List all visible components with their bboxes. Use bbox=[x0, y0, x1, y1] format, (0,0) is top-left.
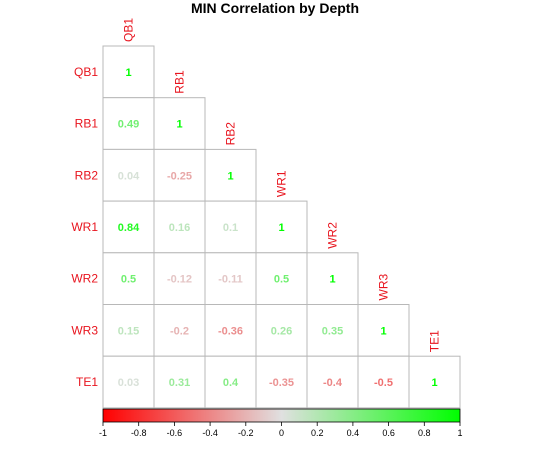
cell-value: 0.16 bbox=[169, 222, 190, 234]
heatmap-cell bbox=[153, 97, 206, 150]
column-label: TE1 bbox=[428, 330, 442, 352]
cell-value: 1 bbox=[125, 67, 131, 79]
heatmap-cell bbox=[204, 304, 257, 357]
color-bar-tick-label: -0.8 bbox=[131, 428, 147, 438]
heatmap-cell bbox=[357, 304, 410, 357]
cell-value: -0.36 bbox=[218, 325, 243, 337]
heatmap-cell bbox=[255, 200, 308, 254]
column-label: RB1 bbox=[173, 70, 187, 94]
cell-value: -0.4 bbox=[323, 377, 343, 389]
cell-value: -0.11 bbox=[218, 274, 242, 286]
cell-value: -0.35 bbox=[269, 377, 294, 389]
cell-value: 0.26 bbox=[271, 325, 292, 337]
cell-value: 0.03 bbox=[118, 377, 139, 389]
cell-value: 0.5 bbox=[274, 274, 289, 286]
color-bar-tick-label: 0.8 bbox=[418, 428, 431, 438]
chart-title: MIN Correlation by Depth bbox=[191, 0, 359, 16]
column-label: WR1 bbox=[275, 170, 289, 197]
heatmap-cell bbox=[408, 355, 461, 409]
heatmap-cell bbox=[204, 148, 257, 202]
heatmap-cell bbox=[102, 97, 155, 150]
color-bar-tick-label: 0 bbox=[279, 428, 284, 438]
cell-value: 0.49 bbox=[118, 119, 139, 131]
heatmap-cell bbox=[102, 45, 155, 99]
cell-value: 0.4 bbox=[223, 377, 239, 389]
heatmap-cell bbox=[306, 304, 359, 357]
heatmap-cell bbox=[153, 304, 206, 357]
color-bar-tick-label: -0.6 bbox=[167, 428, 183, 438]
row-label: WR3 bbox=[71, 323, 98, 337]
row-label: TE1 bbox=[76, 375, 98, 389]
heatmap-cell bbox=[102, 304, 155, 357]
color-bar-tick-label: -0.2 bbox=[238, 428, 254, 438]
column-label: WR2 bbox=[326, 222, 340, 249]
heatmap-cell bbox=[357, 355, 410, 409]
column-label: RB2 bbox=[224, 122, 238, 146]
column-label: QB1 bbox=[122, 18, 136, 42]
cell-value: 0.31 bbox=[169, 377, 190, 389]
color-bar bbox=[102, 408, 461, 423]
row-labels: QB1 RB1 RB2 WR1 WR2 WR3 TE1 bbox=[71, 65, 98, 389]
row-label: QB1 bbox=[74, 65, 98, 79]
color-legend: -1 -0.8 -0.6 -0.4 -0.2 0 0.2 0.4 0.6 0.8 1 bbox=[99, 408, 463, 438]
color-bar-tick-label: -1 bbox=[99, 428, 107, 438]
cell-value: -0.5 bbox=[374, 377, 393, 389]
row-label: WR2 bbox=[71, 272, 98, 286]
heatmap-cell bbox=[153, 252, 206, 306]
column-label: WR3 bbox=[377, 274, 391, 301]
cell-value: 1 bbox=[431, 377, 437, 389]
heatmap-cell bbox=[153, 200, 206, 254]
color-bar-tick-label: 1 bbox=[457, 428, 462, 438]
heatmap-cell bbox=[255, 355, 308, 409]
cell-value: 0.1 bbox=[223, 222, 238, 234]
cell-value: 1 bbox=[380, 325, 386, 337]
cell-value: -0.2 bbox=[170, 325, 189, 337]
heatmap-cell bbox=[255, 252, 308, 306]
row-label: WR1 bbox=[71, 220, 98, 234]
cell-value: -0.25 bbox=[167, 170, 192, 182]
row-label: RB1 bbox=[75, 117, 99, 131]
cell-value: 1 bbox=[227, 170, 233, 182]
heatmap-cells: 1 0.49 1 0.04 -0.25 1 0.84 0.16 0.1 1 0.5 -0.12 -0.1… bbox=[102, 45, 461, 409]
color-bar-tick-label: 0.4 bbox=[347, 428, 360, 438]
cell-value: 1 bbox=[176, 119, 182, 131]
cell-value: 0.15 bbox=[118, 325, 139, 337]
color-bar-tick-label: 0.6 bbox=[382, 428, 395, 438]
cell-value: 0.84 bbox=[118, 222, 140, 234]
heatmap-cell bbox=[153, 355, 206, 409]
cell-value: 0.04 bbox=[118, 170, 140, 182]
cell-value: -0.12 bbox=[167, 274, 192, 286]
row-label: RB2 bbox=[75, 168, 99, 182]
color-bar-tick-label: 0.2 bbox=[311, 428, 324, 438]
cell-value: 0.35 bbox=[322, 325, 343, 337]
cell-value: 1 bbox=[278, 222, 284, 234]
color-bar-tick-label: -0.4 bbox=[202, 428, 218, 438]
column-labels: QB1 RB1 RB2 WR1 WR2 WR3 TE1 bbox=[122, 18, 442, 353]
heatmap-cell bbox=[102, 355, 155, 409]
cell-value: 0.5 bbox=[121, 274, 136, 286]
heatmap-cell bbox=[255, 304, 308, 357]
cell-value: 1 bbox=[329, 274, 335, 286]
